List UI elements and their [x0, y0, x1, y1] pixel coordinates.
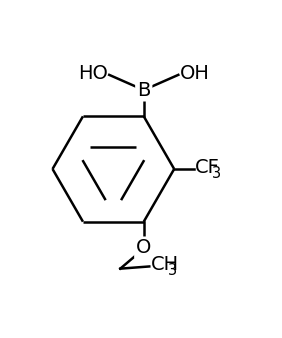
Text: CF: CF [195, 158, 220, 177]
Text: HO: HO [78, 64, 108, 83]
Text: CH: CH [151, 255, 179, 274]
Text: OH: OH [180, 64, 210, 83]
Text: 3: 3 [212, 167, 221, 182]
Text: B: B [137, 80, 151, 100]
Text: O: O [136, 238, 151, 258]
Text: 3: 3 [168, 263, 177, 279]
